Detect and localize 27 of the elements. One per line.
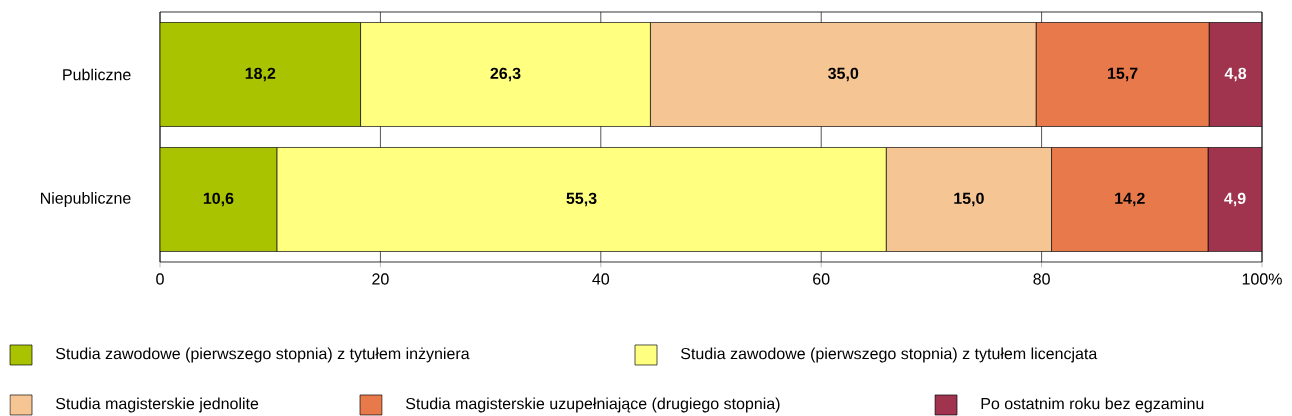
data-label: 4,8 <box>1224 67 1247 82</box>
bar <box>160 147 278 252</box>
legend-label: Studia magisterskie jednolite <box>56 397 259 413</box>
data-label: 15,7 <box>1108 67 1138 82</box>
data-label: 14,2 <box>1115 192 1145 207</box>
data-label: 55,3 <box>566 192 597 207</box>
data-label: 10,6 <box>203 192 234 207</box>
bar <box>1208 22 1262 127</box>
x-tick-label: 60 <box>813 273 830 285</box>
data-label: 26,3 <box>490 67 521 82</box>
legend-label: Studia zawodowe (pierwszego stopnia) z tytułem licencjata <box>681 347 1098 363</box>
x-tick-label: 20 <box>372 273 389 285</box>
y-tick-label: Niepubliczne <box>41 192 131 207</box>
x-tick-label: 100% <box>1242 273 1282 285</box>
data-label: 35,0 <box>828 67 859 82</box>
legend-label: Studia zawodowe (pierwszego stopnia) z tytułem inżyniera <box>56 347 470 363</box>
bar <box>1207 147 1262 252</box>
x-tick-label: 0 <box>156 273 164 285</box>
y-tick-label: Publiczne <box>63 68 131 81</box>
data-label: 4,9 <box>1224 192 1246 207</box>
data-label: 15,0 <box>954 192 984 207</box>
data-label: 18,2 <box>245 67 276 82</box>
x-tick-label: 40 <box>592 273 610 285</box>
bar <box>160 22 361 127</box>
legend-label: Studia magisterskie uzupełniające (drugiego stopnia) <box>406 397 780 413</box>
legend-label: Po ostatnim roku bez egzaminu <box>981 397 1204 413</box>
x-tick-label: 80 <box>1033 273 1050 285</box>
